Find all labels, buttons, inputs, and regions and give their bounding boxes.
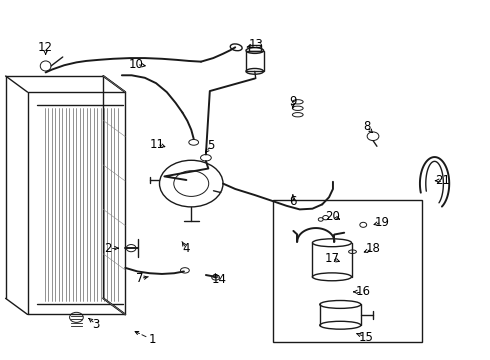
Bar xyxy=(249,45,261,50)
Text: 13: 13 xyxy=(248,38,263,51)
Text: 14: 14 xyxy=(212,273,227,286)
Text: 12: 12 xyxy=(38,41,53,54)
Text: 8: 8 xyxy=(364,121,371,134)
Text: 16: 16 xyxy=(356,285,371,298)
Text: 20: 20 xyxy=(325,210,341,223)
Bar xyxy=(273,201,422,342)
Text: 11: 11 xyxy=(149,138,165,150)
Text: 7: 7 xyxy=(136,272,144,285)
Text: 21: 21 xyxy=(436,174,450,187)
Text: 15: 15 xyxy=(359,330,373,343)
Text: 9: 9 xyxy=(289,95,296,108)
Text: 18: 18 xyxy=(366,242,380,255)
Text: 2: 2 xyxy=(104,242,112,255)
Text: 6: 6 xyxy=(289,195,296,208)
Text: 3: 3 xyxy=(92,318,99,331)
Text: 19: 19 xyxy=(374,216,390,229)
Text: 1: 1 xyxy=(148,333,156,346)
Bar xyxy=(246,50,264,71)
Text: 17: 17 xyxy=(324,252,340,265)
Text: 5: 5 xyxy=(207,139,215,152)
Text: 10: 10 xyxy=(129,58,144,71)
Text: 4: 4 xyxy=(183,242,190,255)
